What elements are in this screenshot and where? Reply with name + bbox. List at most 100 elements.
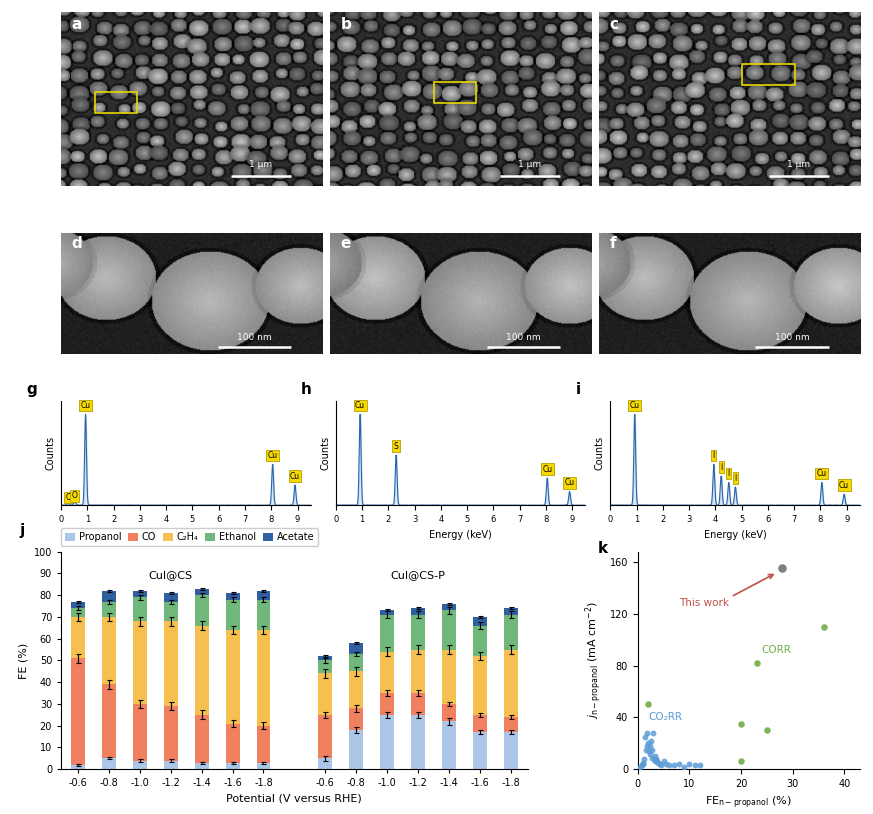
Text: This work: This work	[679, 598, 729, 608]
Bar	[349, 654, 363, 672]
Bar	[411, 715, 425, 769]
Bar	[102, 759, 116, 769]
Text: d: d	[72, 236, 82, 252]
Bar	[133, 760, 147, 769]
Bar	[102, 602, 116, 617]
Point	[645, 743, 659, 756]
Bar	[72, 659, 85, 765]
Bar	[95, 92, 137, 113]
Bar	[473, 715, 486, 733]
Point	[640, 739, 654, 752]
Bar	[257, 726, 271, 763]
Bar	[380, 693, 394, 715]
Bar	[102, 617, 116, 685]
Bar	[319, 656, 333, 660]
Bar	[195, 626, 209, 715]
Text: CO₂RR: CO₂RR	[648, 712, 682, 722]
Bar	[319, 759, 333, 769]
Text: I: I	[720, 462, 722, 472]
Bar	[195, 595, 209, 626]
Bar	[225, 724, 239, 763]
Bar	[164, 621, 178, 706]
Bar	[133, 621, 147, 704]
X-axis label: Energy (keV): Energy (keV)	[155, 530, 217, 540]
Point	[677, 760, 691, 773]
Text: CuI@CS-P: CuI@CS-P	[390, 570, 445, 580]
Point	[642, 745, 656, 758]
Bar	[504, 608, 518, 615]
Bar	[742, 64, 794, 85]
Text: Cu: Cu	[355, 401, 365, 410]
Bar	[72, 765, 85, 769]
Point	[634, 760, 648, 773]
Bar	[102, 591, 116, 602]
Text: C: C	[65, 493, 71, 502]
Bar	[411, 650, 425, 693]
Bar	[225, 630, 239, 724]
Legend: Propanol, CO, C₂H₄, Ethanol, Acetate: Propanol, CO, C₂H₄, Ethanol, Acetate	[61, 528, 318, 546]
Bar	[473, 656, 486, 715]
X-axis label: Energy (keV): Energy (keV)	[704, 530, 766, 540]
Bar	[164, 593, 178, 602]
Bar	[133, 597, 147, 621]
Point	[693, 759, 707, 772]
Bar	[257, 599, 271, 630]
Bar	[257, 763, 271, 769]
Bar	[504, 733, 518, 769]
Point	[734, 717, 748, 730]
Bar	[349, 730, 363, 769]
Bar	[442, 704, 456, 721]
Bar	[195, 763, 209, 769]
Text: j: j	[19, 523, 24, 538]
Text: Cu: Cu	[565, 478, 574, 487]
Point	[638, 730, 652, 743]
Bar	[411, 615, 425, 650]
Bar	[164, 602, 178, 621]
Text: Cu: Cu	[839, 481, 849, 490]
Point	[649, 752, 663, 765]
Text: CuI@CS: CuI@CS	[148, 570, 193, 580]
Y-axis label: Counts: Counts	[595, 436, 605, 470]
Point	[651, 756, 665, 769]
Bar	[195, 715, 209, 763]
Y-axis label: FE (%): FE (%)	[18, 642, 28, 679]
Bar	[411, 608, 425, 615]
Point	[641, 737, 655, 750]
Text: a: a	[72, 17, 82, 33]
Point	[647, 752, 661, 765]
Bar	[442, 650, 456, 704]
Bar	[72, 617, 85, 659]
Point	[636, 756, 650, 769]
Bar	[72, 608, 85, 617]
X-axis label: Potential (V versus RHE): Potential (V versus RHE)	[226, 794, 362, 803]
Bar	[442, 610, 456, 650]
Text: i: i	[575, 382, 581, 396]
Bar	[473, 733, 486, 769]
Text: Cu: Cu	[267, 451, 278, 460]
Y-axis label: Counts: Counts	[45, 436, 56, 470]
Point	[654, 759, 668, 772]
Point	[688, 759, 702, 772]
Text: Cu: Cu	[80, 401, 91, 410]
Text: Cu: Cu	[542, 465, 553, 474]
Bar	[102, 685, 116, 759]
Point	[645, 751, 659, 764]
Point	[646, 726, 660, 739]
Text: 100 nm: 100 nm	[505, 333, 540, 343]
Bar	[504, 717, 518, 733]
Bar	[380, 615, 394, 652]
Point	[672, 758, 686, 771]
Y-axis label: $j_{\mathrm{n-propanol}}$ (mA cm$^{-2}$): $j_{\mathrm{n-propanol}}$ (mA cm$^{-2}$)	[583, 602, 604, 720]
Text: c: c	[609, 17, 618, 33]
Point	[643, 734, 657, 747]
Bar	[504, 650, 518, 717]
Bar	[349, 672, 363, 708]
Point	[648, 750, 662, 763]
Bar	[319, 660, 333, 673]
Point	[649, 755, 663, 768]
Text: e: e	[340, 236, 351, 252]
Point	[775, 562, 789, 575]
Bar	[442, 721, 456, 769]
Bar	[442, 604, 456, 610]
Point	[750, 657, 764, 670]
